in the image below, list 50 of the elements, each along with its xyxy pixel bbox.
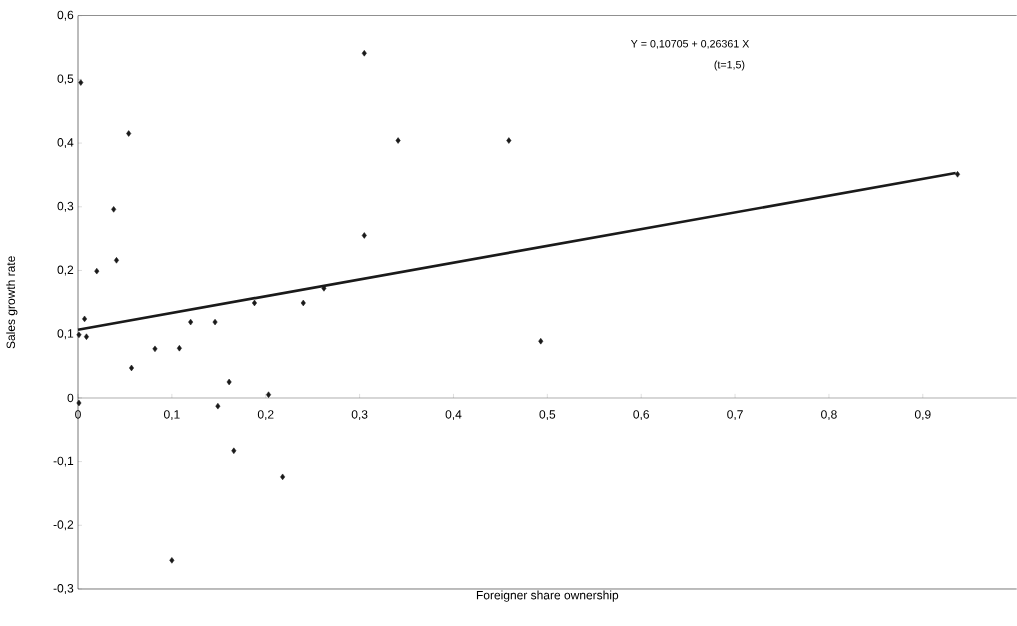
point — [176, 345, 182, 352]
point — [955, 171, 961, 178]
point — [226, 378, 232, 386]
x-tick-label: 0,8 — [821, 410, 837, 421]
annotation: Y = 0,10705 + 0,26361 X — [630, 39, 750, 49]
point — [169, 557, 175, 564]
point — [126, 130, 132, 137]
y-tick-label: 0,4 — [57, 138, 74, 149]
y-tick-label: 0,3 — [57, 201, 74, 212]
y-tick-label: 0,1 — [57, 329, 74, 340]
annotation: (t=1,5) — [714, 60, 745, 71]
y-tick-label: -0,3 — [53, 584, 74, 594]
point — [188, 318, 194, 326]
point — [215, 402, 221, 410]
y-axis-title: Sales growth rate — [6, 256, 18, 349]
point — [300, 299, 306, 307]
point — [231, 447, 237, 454]
x-tick-label: 0,5 — [539, 410, 556, 421]
x-tick-label: 0,7 — [727, 410, 743, 421]
y-tick-label: -0,2 — [53, 520, 74, 531]
y-tick-label: -0,1 — [53, 456, 74, 467]
point — [114, 257, 119, 264]
point — [78, 79, 84, 86]
x-tick-label: 0,1 — [163, 410, 180, 421]
point — [76, 399, 82, 407]
point — [212, 318, 218, 326]
y-tick-label: 0,6 — [57, 10, 74, 21]
point — [152, 345, 158, 353]
x-tick-label: 0,9 — [914, 410, 931, 421]
point — [506, 137, 512, 144]
point — [83, 333, 89, 340]
point — [76, 331, 82, 339]
point — [94, 267, 100, 275]
x-tick-label: 0,3 — [351, 410, 368, 421]
point — [111, 206, 117, 213]
x-tick-label: 0,6 — [633, 410, 650, 421]
point — [361, 232, 367, 239]
point — [538, 338, 544, 345]
point — [395, 137, 401, 144]
x-tick-label: 0,4 — [445, 410, 462, 421]
point — [280, 473, 286, 481]
point — [266, 391, 272, 398]
y-tick-label: 0,2 — [57, 265, 74, 276]
x-axis-title: Foreigner share ownership — [476, 590, 619, 602]
y-tick-label: 0,5 — [57, 74, 74, 85]
point — [82, 315, 88, 323]
x-tick-label: 0,2 — [257, 410, 274, 421]
y-tick-label: 0 — [67, 393, 74, 403]
x-tick-label: 0 — [75, 410, 81, 419]
point — [361, 50, 367, 57]
